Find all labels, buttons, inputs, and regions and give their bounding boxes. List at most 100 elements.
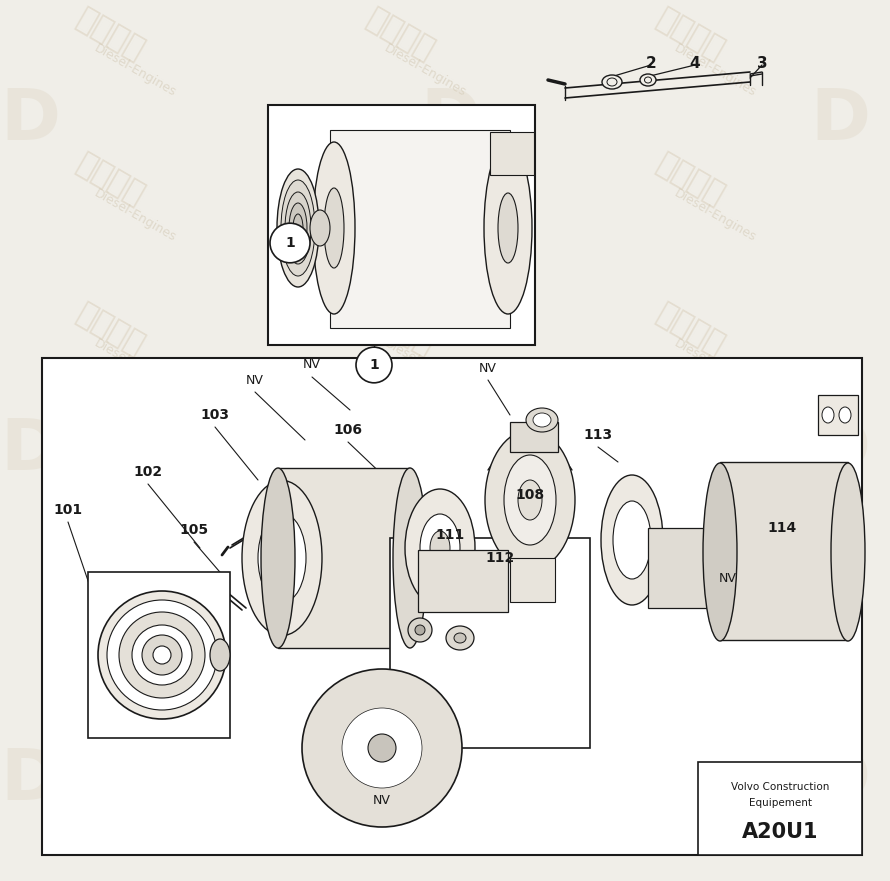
Text: Diesel-Engines: Diesel-Engines: [672, 41, 758, 99]
Ellipse shape: [526, 408, 558, 432]
Text: Diesel-Engines: Diesel-Engines: [382, 41, 468, 99]
Ellipse shape: [98, 591, 226, 719]
Text: 柴发动力: 柴发动力: [651, 449, 729, 511]
Text: 102: 102: [134, 465, 163, 479]
FancyBboxPatch shape: [268, 105, 535, 345]
FancyBboxPatch shape: [698, 762, 862, 855]
Text: NV: NV: [303, 359, 321, 372]
Ellipse shape: [258, 513, 306, 603]
FancyBboxPatch shape: [490, 132, 534, 175]
Text: Diesel-Engines: Diesel-Engines: [92, 337, 178, 394]
Ellipse shape: [293, 214, 303, 242]
FancyBboxPatch shape: [330, 130, 510, 328]
FancyBboxPatch shape: [42, 358, 862, 855]
Text: 106: 106: [334, 423, 362, 437]
Text: D: D: [810, 745, 870, 815]
Text: NV: NV: [373, 794, 391, 806]
Text: D: D: [0, 745, 60, 815]
Ellipse shape: [368, 734, 396, 762]
Text: 112: 112: [485, 551, 514, 565]
Ellipse shape: [142, 635, 182, 675]
Ellipse shape: [132, 625, 192, 685]
Ellipse shape: [107, 600, 217, 710]
Ellipse shape: [277, 169, 319, 287]
Text: 108: 108: [515, 488, 545, 502]
Text: Equipement: Equipement: [748, 798, 812, 808]
Text: NV: NV: [479, 361, 497, 374]
Text: 3: 3: [756, 56, 767, 70]
Ellipse shape: [454, 633, 466, 643]
Ellipse shape: [313, 142, 355, 314]
Text: 柴发动力: 柴发动力: [651, 599, 729, 661]
Text: NV: NV: [719, 572, 737, 584]
Text: 柴发动力: 柴发动力: [361, 4, 439, 66]
Ellipse shape: [281, 180, 315, 276]
Ellipse shape: [324, 188, 344, 268]
Ellipse shape: [518, 480, 542, 520]
Text: Volvo Construction: Volvo Construction: [731, 782, 829, 792]
Text: Diesel-Engines: Diesel-Engines: [382, 636, 468, 693]
Ellipse shape: [310, 210, 330, 246]
Ellipse shape: [289, 203, 307, 253]
Ellipse shape: [484, 142, 532, 314]
Ellipse shape: [613, 501, 651, 579]
Ellipse shape: [393, 468, 427, 648]
Ellipse shape: [285, 192, 311, 264]
Ellipse shape: [831, 463, 865, 641]
Text: D: D: [420, 416, 480, 485]
Text: 柴发动力: 柴发动力: [651, 149, 729, 211]
Circle shape: [356, 347, 392, 383]
Ellipse shape: [504, 455, 556, 545]
Text: D: D: [810, 416, 870, 485]
Ellipse shape: [110, 647, 120, 657]
Text: Diesel-Engines: Diesel-Engines: [672, 636, 758, 693]
Text: D: D: [420, 745, 480, 815]
Ellipse shape: [408, 618, 432, 642]
FancyBboxPatch shape: [390, 538, 590, 748]
Text: Diesel-Engines: Diesel-Engines: [672, 186, 758, 244]
Text: Diesel-Engines: Diesel-Engines: [92, 41, 178, 99]
Text: 113: 113: [584, 428, 612, 442]
Circle shape: [270, 223, 310, 263]
Text: Diesel-Engines: Diesel-Engines: [92, 786, 178, 844]
Text: 柴发动力: 柴发动力: [651, 4, 729, 66]
Ellipse shape: [119, 612, 205, 698]
Text: Diesel-Engines: Diesel-Engines: [382, 486, 468, 544]
Text: Diesel-Engines: Diesel-Engines: [672, 337, 758, 394]
FancyBboxPatch shape: [510, 558, 555, 602]
Text: 4: 4: [690, 56, 700, 70]
Text: D: D: [420, 85, 480, 154]
Text: NV: NV: [246, 374, 264, 387]
Text: D: D: [0, 85, 60, 154]
Text: Diesel-Engines: Diesel-Engines: [672, 786, 758, 844]
Text: 柴发动力: 柴发动力: [71, 4, 149, 66]
Ellipse shape: [430, 531, 450, 565]
Text: Diesel-Engines: Diesel-Engines: [382, 337, 468, 394]
Text: 柴发动力: 柴发动力: [71, 449, 149, 511]
Text: Diesel-Engines: Diesel-Engines: [672, 486, 758, 544]
Text: Diesel-Engines: Diesel-Engines: [382, 186, 468, 244]
Text: 柴发动力: 柴发动力: [361, 749, 439, 811]
Text: Diesel-Engines: Diesel-Engines: [382, 786, 468, 844]
Text: 114: 114: [767, 521, 797, 535]
Ellipse shape: [415, 625, 425, 635]
Text: 柴发动力: 柴发动力: [71, 149, 149, 211]
Ellipse shape: [640, 74, 656, 86]
FancyBboxPatch shape: [278, 468, 410, 648]
Ellipse shape: [302, 669, 462, 827]
Ellipse shape: [420, 514, 460, 582]
Ellipse shape: [485, 430, 575, 570]
Ellipse shape: [533, 413, 551, 427]
Text: 柴发动力: 柴发动力: [71, 599, 149, 661]
Text: 柴发动力: 柴发动力: [651, 749, 729, 811]
Ellipse shape: [261, 468, 295, 648]
Text: 柴发动力: 柴发动力: [361, 300, 439, 361]
Text: D: D: [0, 416, 60, 485]
Text: 柴发动力: 柴发动力: [361, 149, 439, 211]
Text: 2: 2: [645, 56, 657, 70]
Ellipse shape: [822, 407, 834, 423]
Ellipse shape: [839, 407, 851, 423]
Text: 105: 105: [180, 523, 208, 537]
FancyBboxPatch shape: [418, 550, 508, 612]
Text: Diesel-Engines: Diesel-Engines: [92, 636, 178, 693]
